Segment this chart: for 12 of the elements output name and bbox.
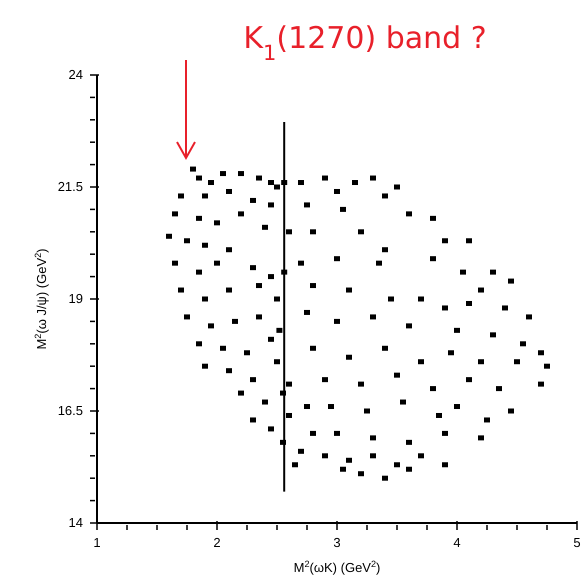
x-tick-label: 5 xyxy=(573,535,581,550)
y-tick-label: 24 xyxy=(68,67,83,82)
text: K$_{1}$(1270) band ? xyxy=(243,21,487,65)
x-axis-title: M$^{2}$(ωK) (GeV$^{2}$) xyxy=(294,559,380,575)
x-tick-label: 3 xyxy=(333,535,341,550)
x-tick-label: 4 xyxy=(453,535,461,550)
x-tick-label: 2 xyxy=(213,535,221,550)
y-tick-label: 21.5 xyxy=(58,179,83,194)
x-tick-label: 1 xyxy=(93,535,101,550)
y-tick-label: 14 xyxy=(68,515,83,530)
y-tick-label: 16.5 xyxy=(58,403,83,418)
y-tick-label: 19 xyxy=(68,291,83,306)
